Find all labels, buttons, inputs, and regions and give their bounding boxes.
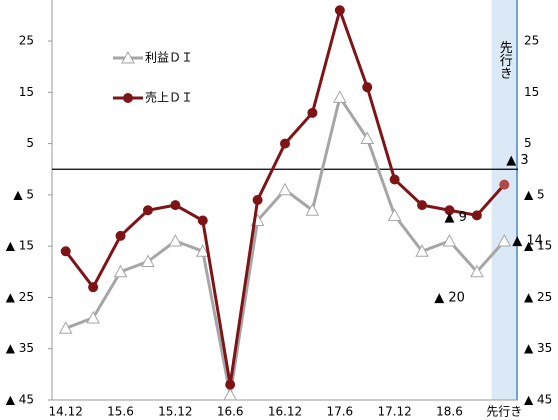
- y2-tick-label: ▲ 15: [524, 239, 552, 253]
- marker: [223, 387, 238, 401]
- marker: [360, 131, 375, 144]
- marker: [170, 200, 181, 211]
- marker: [60, 246, 71, 257]
- y2-tick-label: ▲ 25: [524, 290, 552, 304]
- forecast-band: [491, 0, 517, 400]
- marker: [88, 282, 99, 293]
- legend-marker: [121, 50, 135, 64]
- x-tick-label: 14.12: [49, 405, 83, 419]
- y-tick-label: ▲ 15: [6, 239, 34, 253]
- y2-tick-label: ▲ 5: [524, 187, 545, 201]
- x-tick-label: 17.12: [377, 405, 411, 419]
- marker: [417, 200, 428, 211]
- value-label: ▲ 3: [506, 153, 528, 168]
- marker: [387, 208, 402, 221]
- series-line: [64, 5, 506, 385]
- y-tick-label: 15: [19, 85, 34, 99]
- x-tick-label: 17.6: [326, 405, 353, 419]
- marker: [334, 5, 345, 16]
- value-label: ▲ 14: [512, 234, 543, 249]
- y-tick-label: 25: [19, 34, 34, 48]
- legend-marker: [123, 93, 133, 103]
- marker: [389, 174, 400, 185]
- marker: [225, 379, 236, 390]
- legend-label: 売上ＤＩ: [145, 90, 193, 105]
- marker: [113, 264, 128, 278]
- x-tick-label: 16.6: [217, 405, 244, 419]
- y-tick-label: ▲ 5: [13, 187, 34, 201]
- y2-tick-label: 15: [524, 85, 539, 99]
- marker: [362, 82, 373, 93]
- x-tick-label: 先行き: [486, 405, 522, 419]
- value-label: ▲ 20: [434, 290, 465, 305]
- y-tick-label: ▲ 45: [6, 393, 34, 407]
- marker: [471, 210, 482, 221]
- marker: [197, 215, 208, 226]
- x-tick-label: 16.12: [268, 405, 302, 419]
- y2-tick-label: ▲ 35: [524, 341, 552, 355]
- y-tick-label: 5: [26, 136, 34, 150]
- marker: [195, 244, 210, 257]
- marker: [499, 179, 510, 190]
- marker: [305, 203, 320, 216]
- marker: [252, 195, 263, 205]
- y2-tick-label: 25: [524, 34, 539, 48]
- y-tick-label: ▲ 35: [6, 341, 34, 355]
- x-tick-label: 15.12: [158, 405, 192, 419]
- marker: [86, 310, 100, 324]
- marker: [444, 205, 455, 216]
- marker: [497, 233, 512, 247]
- marker: [442, 233, 457, 247]
- x-tick-label: 18.6: [436, 405, 463, 419]
- marker: [332, 90, 347, 103]
- marker: [278, 182, 292, 196]
- x-tick-label: 15.6: [107, 405, 134, 419]
- marker: [307, 107, 318, 118]
- marker: [58, 321, 73, 334]
- y-tick-label: ▲ 25: [6, 290, 34, 304]
- marker: [168, 233, 183, 247]
- marker: [415, 244, 429, 257]
- marker: [142, 205, 153, 216]
- legend-label: 利益ＤＩ: [145, 51, 193, 65]
- value-label: ▲ 9: [444, 210, 466, 225]
- marker: [141, 254, 155, 268]
- y2-tick-label: 5: [524, 136, 532, 150]
- marker: [280, 138, 290, 149]
- marker: [470, 264, 484, 278]
- marker: [115, 230, 126, 241]
- y2-tick-label: ▲ 45: [524, 393, 552, 407]
- forecast-label: 先行き: [497, 41, 513, 80]
